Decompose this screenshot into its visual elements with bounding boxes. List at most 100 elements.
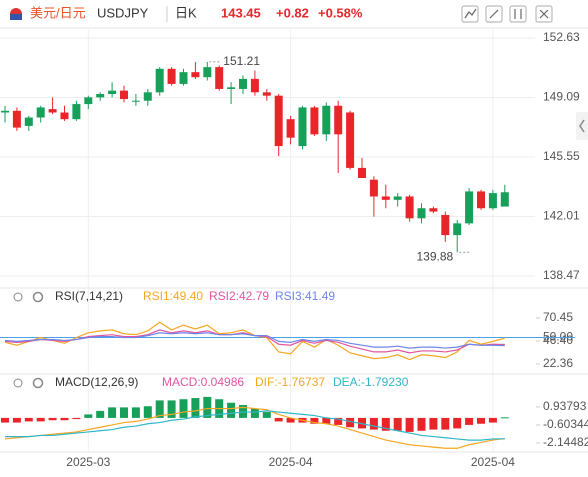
gear-icon: [32, 291, 44, 303]
candle-body: [417, 208, 426, 219]
macd-bar: [274, 417, 283, 422]
y-tick-label: 70.45: [543, 310, 573, 324]
macd-bar: [167, 400, 176, 418]
candle-body: [227, 87, 236, 89]
candle-body: [369, 179, 378, 197]
macd-bar: [1, 417, 9, 423]
macd-bar: [477, 417, 485, 424]
macd-bar: [143, 406, 152, 418]
macd-bar: [262, 412, 271, 418]
indicator-title: MACD(12,26,9): [55, 375, 138, 389]
eye-icon: [13, 292, 23, 302]
macd-bar: [500, 417, 509, 419]
macd-line: [4, 406, 505, 449]
macd-bar: [12, 417, 21, 423]
candle-body: [239, 78, 247, 89]
candle-body: [167, 68, 176, 84]
y-tick-label: 46.40: [543, 333, 573, 347]
candle-body: [24, 117, 33, 126]
candle-body: [36, 107, 45, 118]
tool-button[interactable]: [509, 5, 527, 23]
macd-bar: [286, 417, 295, 423]
macd-bar: [488, 417, 497, 423]
y-tick-label: 138.47: [543, 268, 580, 282]
candle-body: [155, 68, 164, 93]
candle-body: [500, 192, 509, 207]
tool-icon: [464, 8, 477, 19]
tool-button[interactable]: [535, 5, 553, 23]
flag-icon-part: [10, 14, 22, 20]
candle-body: [108, 90, 117, 95]
macd-bar: [203, 396, 212, 418]
candle-body: [48, 109, 57, 113]
macd-bar: [72, 417, 81, 420]
expand-icon: [579, 119, 585, 133]
y-tick-label: 22.36: [543, 356, 573, 370]
candle-body: [453, 223, 462, 236]
legend-entry: DEA:-1.79230: [333, 375, 409, 389]
header: 美元/日元 USDJPY 日K 143.45 +0.82 +0.58%: [0, 5, 588, 29]
candle-body: [286, 119, 295, 138]
macd-bar: [84, 414, 93, 418]
candle-body: [488, 193, 497, 209]
legend-entry: RSI2:42.79: [209, 289, 269, 303]
expand-button[interactable]: [576, 112, 588, 140]
macd-bar: [108, 407, 117, 418]
macd-bar: [131, 407, 140, 418]
candle-body: [215, 67, 224, 89]
candle-body: [96, 94, 105, 98]
macd-bar: [369, 417, 378, 430]
y-tick-label: 0.93793: [543, 399, 587, 413]
candle-body: [120, 90, 128, 100]
macd-bar: [96, 410, 105, 418]
annotation: 151.21: [223, 54, 260, 68]
candle-body: [393, 196, 402, 200]
macd-bar: [405, 417, 414, 432]
macd-bar: [417, 417, 426, 431]
candle-body: [179, 72, 188, 84]
tool-button[interactable]: [461, 5, 479, 23]
symbol: USDJPY: [97, 5, 149, 20]
macd-bar: [334, 417, 343, 425]
macd-bar: [36, 417, 45, 422]
candle-body: [346, 112, 355, 168]
candle-body: [203, 67, 212, 78]
change-pct: +0.58%: [318, 5, 363, 20]
rsi-line: [4, 332, 505, 349]
candle-body: [72, 104, 81, 120]
macd-bar: [120, 407, 128, 418]
legend-entry: RSI1:49.40: [143, 289, 203, 303]
candle-body: [477, 191, 485, 209]
candle-body: [441, 214, 450, 236]
change: +0.82: [276, 5, 309, 20]
tool-icon: [489, 9, 499, 19]
macd-bar: [48, 417, 57, 421]
candle-body: [381, 196, 390, 200]
candle-body: [84, 97, 93, 105]
candle-body: [334, 105, 343, 135]
candle-body: [429, 208, 438, 212]
tool-icon: [539, 9, 549, 19]
candle-body: [191, 72, 200, 78]
macd-bar: [381, 417, 390, 431]
eye-icon: [13, 378, 23, 388]
indicator-title: RSI(7,14,21): [55, 289, 123, 303]
candle-body: [1, 110, 9, 113]
x-tick-label: 2025-04: [269, 455, 313, 469]
macd-bar: [24, 417, 33, 422]
candle-body: [12, 110, 21, 128]
tool-button[interactable]: [485, 5, 503, 23]
macd-bar: [393, 417, 402, 431]
price: 143.45: [221, 5, 261, 20]
y-tick-label: 145.55: [543, 149, 580, 163]
macd-line: [5, 410, 505, 441]
x-tick-label: 2025-04: [471, 455, 515, 469]
macd-bar: [191, 398, 200, 418]
macd-bar: [441, 417, 450, 430]
candle-body: [298, 107, 307, 147]
gear-icon: [32, 377, 44, 389]
candle-body: [465, 191, 474, 224]
candle-body: [131, 100, 140, 102]
annotation: 139.88: [416, 249, 453, 263]
